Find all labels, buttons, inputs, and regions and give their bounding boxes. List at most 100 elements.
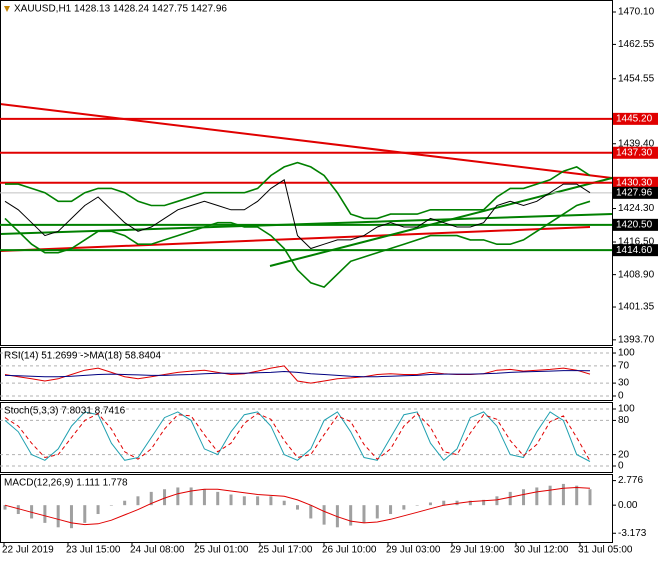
- bar: [575, 485, 579, 506]
- bar: [508, 491, 512, 506]
- bar: [522, 489, 526, 506]
- y-tick-label: 2.776: [618, 475, 643, 486]
- level-box: [613, 218, 658, 231]
- y-tick-label: 1439.40: [618, 138, 655, 149]
- level-box: [613, 146, 658, 159]
- y-tick-label: 1416.50: [618, 237, 655, 248]
- level-box: [613, 176, 658, 189]
- x-tick-label: 23 Jul 15:00: [66, 545, 121, 556]
- x-tick-label: 25 Jul 01:00: [194, 545, 249, 556]
- bar: [216, 491, 220, 506]
- series-line: [4, 412, 591, 462]
- bar: [3, 505, 7, 510]
- bar: [322, 505, 326, 525]
- y-tick-label: 70: [618, 361, 630, 372]
- series-line: [4, 370, 591, 378]
- x-tick-label: 22 Jul 2019: [2, 545, 54, 556]
- bar: [136, 496, 140, 506]
- bar: [96, 505, 100, 515]
- level-box: [613, 186, 658, 199]
- level-label: 1427.96: [616, 187, 653, 198]
- bar: [229, 494, 233, 506]
- series-line: [4, 486, 591, 526]
- panel-title: MACD(12,26,9) 1.111 1.778: [4, 478, 128, 489]
- y-tick-label: 100: [618, 348, 635, 359]
- bar: [149, 491, 153, 506]
- panel-frame: [0, 402, 613, 473]
- panel-title: XAUUSD,H1 1428.13 1428.24 1427.75 1427.9…: [14, 4, 227, 15]
- bar: [16, 505, 20, 515]
- x-tick-label: 31 Jul 05:00: [578, 545, 633, 556]
- bar: [428, 502, 432, 506]
- x-tick-label: 29 Jul 03:00: [386, 545, 441, 556]
- y-tick-label: 80: [618, 415, 630, 426]
- series-line: [4, 411, 591, 462]
- bar: [109, 505, 113, 506]
- bar: [309, 505, 313, 519]
- y-tick-label: 0.00: [618, 500, 638, 511]
- y-tick-label: 100: [618, 404, 635, 415]
- bar: [402, 505, 406, 510]
- y-tick-label: 1424.30: [618, 203, 655, 214]
- level-label: 1430.30: [616, 177, 653, 188]
- level-box: [613, 244, 658, 257]
- y-tick-label: 1462.55: [618, 39, 655, 50]
- x-tick-label: 26 Jul 10:00: [322, 545, 377, 556]
- y-tick-label: 0: [618, 391, 624, 402]
- bar: [349, 505, 353, 526]
- x-tick-label: 30 Jul 12:00: [514, 545, 569, 556]
- level-box: [613, 112, 658, 125]
- series-line: [4, 365, 591, 384]
- level-label: 1414.60: [616, 245, 653, 256]
- bar: [69, 505, 73, 529]
- bar: [242, 496, 246, 506]
- bar: [415, 505, 419, 506]
- series-line: [4, 178, 591, 250]
- y-tick-label: 1408.90: [618, 269, 655, 280]
- bar: [442, 500, 446, 506]
- panel-frame: [0, 0, 613, 346]
- y-tick-label: 1401.35: [618, 302, 655, 313]
- y-tick-label: -3.173: [618, 528, 647, 539]
- series-line: [5, 161, 591, 220]
- bar: [189, 487, 193, 506]
- panel-title: Stoch(5,3,3) 7.8031 8.7416: [4, 406, 126, 417]
- x-tick-label: 29 Jul 19:00: [450, 545, 505, 556]
- bar: [535, 487, 539, 506]
- bar: [256, 496, 260, 506]
- symbol-icon: [4, 6, 10, 12]
- y-tick-label: 0: [618, 461, 624, 472]
- level-label: 1437.30: [616, 147, 653, 158]
- panel-frame: [0, 347, 613, 401]
- bar: [176, 487, 180, 506]
- bar: [548, 485, 552, 506]
- y-tick-label: 1470.10: [618, 7, 655, 18]
- bar: [495, 496, 499, 506]
- x-tick-label: 25 Jul 17:00: [258, 545, 313, 556]
- bar: [202, 489, 206, 506]
- bar: [43, 505, 47, 523]
- bar: [83, 505, 87, 523]
- bar: [56, 505, 60, 528]
- bar: [482, 499, 486, 506]
- bar: [282, 500, 286, 506]
- bar: [561, 483, 565, 506]
- trendline: [0, 226, 591, 252]
- y-tick-label: 20: [618, 449, 630, 460]
- bar: [163, 489, 167, 506]
- y-tick-label: 1393.70: [618, 334, 655, 345]
- bar: [269, 496, 273, 506]
- y-tick-label: 1454.55: [618, 73, 655, 84]
- bar: [389, 505, 393, 515]
- x-tick-label: 24 Jul 08:00: [130, 545, 185, 556]
- y-tick-label: 30: [618, 378, 630, 389]
- bar: [468, 500, 472, 506]
- bar: [375, 505, 379, 519]
- trendline: [0, 103, 613, 179]
- level-label: 1420.50: [616, 219, 653, 230]
- panel-title: RSI(14) 51.2699 ->MA(18) 58.8404: [4, 351, 161, 362]
- series-line: [4, 200, 591, 289]
- level-label: 1445.20: [616, 114, 653, 125]
- bar: [296, 505, 299, 510]
